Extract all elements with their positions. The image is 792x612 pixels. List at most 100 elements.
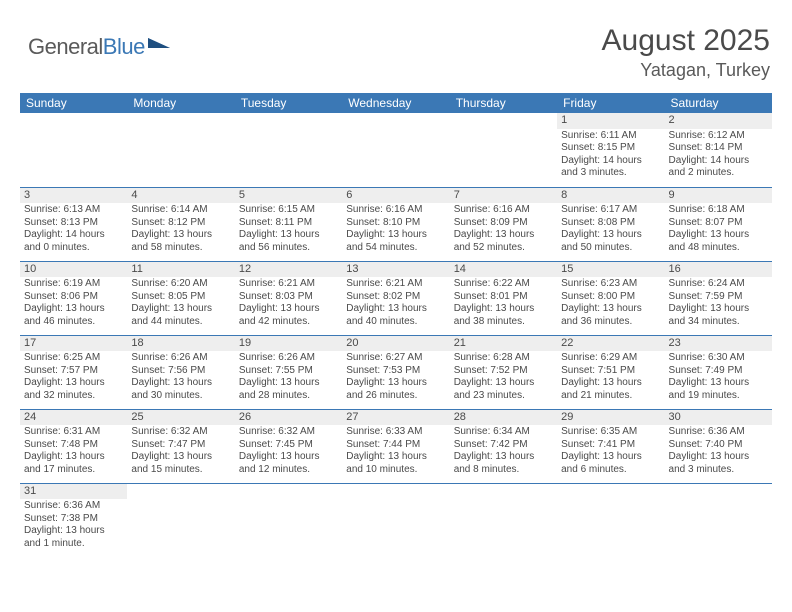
sunrise-text: Sunrise: 6:18 AM bbox=[669, 204, 768, 217]
calendar-cell: 26Sunrise: 6:32 AMSunset: 7:45 PMDayligh… bbox=[235, 409, 342, 483]
daylight-text: Daylight: 13 hours and 42 minutes. bbox=[239, 303, 338, 328]
sunrise-text: Sunrise: 6:36 AM bbox=[24, 500, 123, 513]
daylight-text: Daylight: 13 hours and 36 minutes. bbox=[561, 303, 660, 328]
day-header-fri: Friday bbox=[557, 93, 664, 113]
day-number: 19 bbox=[235, 336, 342, 352]
sunrise-text: Sunrise: 6:30 AM bbox=[669, 352, 768, 365]
calendar-cell: 20Sunrise: 6:27 AMSunset: 7:53 PMDayligh… bbox=[342, 335, 449, 409]
daylight-text: Daylight: 13 hours and 46 minutes. bbox=[24, 303, 123, 328]
daylight-text: Daylight: 13 hours and 6 minutes. bbox=[561, 451, 660, 476]
daylight-text: Daylight: 13 hours and 28 minutes. bbox=[239, 377, 338, 402]
sunrise-text: Sunrise: 6:32 AM bbox=[131, 426, 230, 439]
calendar-cell bbox=[342, 113, 449, 187]
calendar-cell: 9Sunrise: 6:18 AMSunset: 8:07 PMDaylight… bbox=[665, 187, 772, 261]
day-header-thu: Thursday bbox=[450, 93, 557, 113]
sunrise-text: Sunrise: 6:15 AM bbox=[239, 204, 338, 217]
sunrise-text: Sunrise: 6:32 AM bbox=[239, 426, 338, 439]
calendar-cell: 10Sunrise: 6:19 AMSunset: 8:06 PMDayligh… bbox=[20, 261, 127, 335]
day-header-tue: Tuesday bbox=[235, 93, 342, 113]
daylight-text: Daylight: 13 hours and 34 minutes. bbox=[669, 303, 768, 328]
daylight-text: Daylight: 14 hours and 3 minutes. bbox=[561, 155, 660, 180]
calendar-cell: 30Sunrise: 6:36 AMSunset: 7:40 PMDayligh… bbox=[665, 409, 772, 483]
calendar-cell: 28Sunrise: 6:34 AMSunset: 7:42 PMDayligh… bbox=[450, 409, 557, 483]
sunset-text: Sunset: 7:38 PM bbox=[24, 513, 123, 526]
calendar-cell: 17Sunrise: 6:25 AMSunset: 7:57 PMDayligh… bbox=[20, 335, 127, 409]
day-header-row: Sunday Monday Tuesday Wednesday Thursday… bbox=[20, 93, 772, 113]
sunset-text: Sunset: 7:55 PM bbox=[239, 365, 338, 378]
daylight-text: Daylight: 13 hours and 44 minutes. bbox=[131, 303, 230, 328]
day-number: 13 bbox=[342, 262, 449, 278]
day-number: 5 bbox=[235, 188, 342, 204]
calendar-cell: 23Sunrise: 6:30 AMSunset: 7:49 PMDayligh… bbox=[665, 335, 772, 409]
daylight-text: Daylight: 13 hours and 12 minutes. bbox=[239, 451, 338, 476]
calendar-cell bbox=[665, 483, 772, 557]
week-row: 17Sunrise: 6:25 AMSunset: 7:57 PM Dayligh… bbox=[20, 335, 772, 409]
sunset-text: Sunset: 8:05 PM bbox=[131, 291, 230, 304]
calendar-cell: 29Sunrise: 6:35 AMSunset: 7:41 PMDayligh… bbox=[557, 409, 664, 483]
calendar-cell: 18Sunrise: 6:26 AMSunset: 7:56 PMDayligh… bbox=[127, 335, 234, 409]
day-number: 14 bbox=[450, 262, 557, 278]
day-number: 10 bbox=[20, 262, 127, 278]
day-number: 16 bbox=[665, 262, 772, 278]
day-number: 11 bbox=[127, 262, 234, 278]
sunset-text: Sunset: 7:42 PM bbox=[454, 439, 553, 452]
sunrise-text: Sunrise: 6:16 AM bbox=[454, 204, 553, 217]
day-number: 12 bbox=[235, 262, 342, 278]
sunrise-text: Sunrise: 6:19 AM bbox=[24, 278, 123, 291]
sunrise-text: Sunrise: 6:21 AM bbox=[346, 278, 445, 291]
day-number: 17 bbox=[20, 336, 127, 352]
sunrise-text: Sunrise: 6:25 AM bbox=[24, 352, 123, 365]
calendar-cell: 27Sunrise: 6:33 AMSunset: 7:44 PMDayligh… bbox=[342, 409, 449, 483]
sunset-text: Sunset: 8:14 PM bbox=[669, 142, 768, 155]
week-row: 24Sunrise: 6:31 AMSunset: 7:48 PMDayligh… bbox=[20, 409, 772, 483]
calendar-cell: 15Sunrise: 6:23 AMSunset: 8:00 PMDayligh… bbox=[557, 261, 664, 335]
calendar-cell: 4Sunrise: 6:14 AMSunset: 8:12 PMDaylight… bbox=[127, 187, 234, 261]
week-row: 10Sunrise: 6:19 AMSunset: 8:06 PMDayligh… bbox=[20, 261, 772, 335]
daylight-text: Daylight: 13 hours and 19 minutes. bbox=[669, 377, 768, 402]
sunset-text: Sunset: 8:12 PM bbox=[131, 217, 230, 230]
sunrise-text: Sunrise: 6:16 AM bbox=[346, 204, 445, 217]
calendar-cell: 6Sunrise: 6:16 AMSunset: 8:10 PMDaylight… bbox=[342, 187, 449, 261]
day-number: 2 bbox=[665, 113, 772, 129]
sunset-text: Sunset: 8:13 PM bbox=[24, 217, 123, 230]
calendar-cell: 13Sunrise: 6:21 AMSunset: 8:02 PMDayligh… bbox=[342, 261, 449, 335]
sunset-text: Sunset: 7:57 PM bbox=[24, 365, 123, 378]
week-row: 3Sunrise: 6:13 AMSunset: 8:13 PMDaylight… bbox=[20, 187, 772, 261]
logo: GeneralBlue bbox=[28, 34, 178, 60]
sunrise-text: Sunrise: 6:36 AM bbox=[669, 426, 768, 439]
calendar-cell: 19Sunrise: 6:26 AMSunset: 7:55 PMDayligh… bbox=[235, 335, 342, 409]
sunset-text: Sunset: 7:40 PM bbox=[669, 439, 768, 452]
daylight-text: Daylight: 13 hours and 52 minutes. bbox=[454, 229, 553, 254]
calendar-cell bbox=[557, 483, 664, 557]
daylight-text: Daylight: 13 hours and 30 minutes. bbox=[131, 377, 230, 402]
day-number: 22 bbox=[557, 336, 664, 352]
sunset-text: Sunset: 7:59 PM bbox=[669, 291, 768, 304]
daylight-text: Daylight: 14 hours and 2 minutes. bbox=[669, 155, 768, 180]
calendar-cell: 16Sunrise: 6:24 AMSunset: 7:59 PMDayligh… bbox=[665, 261, 772, 335]
day-number: 1 bbox=[557, 113, 664, 129]
sunrise-text: Sunrise: 6:33 AM bbox=[346, 426, 445, 439]
sunset-text: Sunset: 7:45 PM bbox=[239, 439, 338, 452]
calendar-cell: 31Sunrise: 6:36 AMSunset: 7:38 PMDayligh… bbox=[20, 483, 127, 557]
calendar-cell bbox=[20, 113, 127, 187]
sunrise-text: Sunrise: 6:11 AM bbox=[561, 130, 660, 143]
sunset-text: Sunset: 8:09 PM bbox=[454, 217, 553, 230]
day-header-sun: Sunday bbox=[20, 93, 127, 113]
day-number: 26 bbox=[235, 410, 342, 426]
calendar-cell bbox=[235, 113, 342, 187]
calendar-cell bbox=[235, 483, 342, 557]
sunrise-text: Sunrise: 6:34 AM bbox=[454, 426, 553, 439]
month-title: August 2025 bbox=[602, 24, 770, 58]
calendar-cell: 11Sunrise: 6:20 AMSunset: 8:05 PMDayligh… bbox=[127, 261, 234, 335]
sunrise-text: Sunrise: 6:24 AM bbox=[669, 278, 768, 291]
sunrise-text: Sunrise: 6:28 AM bbox=[454, 352, 553, 365]
daylight-text: Daylight: 13 hours and 58 minutes. bbox=[131, 229, 230, 254]
day-number: 31 bbox=[20, 484, 127, 500]
sunrise-text: Sunrise: 6:27 AM bbox=[346, 352, 445, 365]
sunset-text: Sunset: 7:48 PM bbox=[24, 439, 123, 452]
sunset-text: Sunset: 7:44 PM bbox=[346, 439, 445, 452]
sunset-text: Sunset: 8:00 PM bbox=[561, 291, 660, 304]
logo-text-1: General bbox=[28, 34, 103, 59]
calendar-cell: 21Sunrise: 6:28 AMSunset: 7:52 PMDayligh… bbox=[450, 335, 557, 409]
sunrise-text: Sunrise: 6:35 AM bbox=[561, 426, 660, 439]
